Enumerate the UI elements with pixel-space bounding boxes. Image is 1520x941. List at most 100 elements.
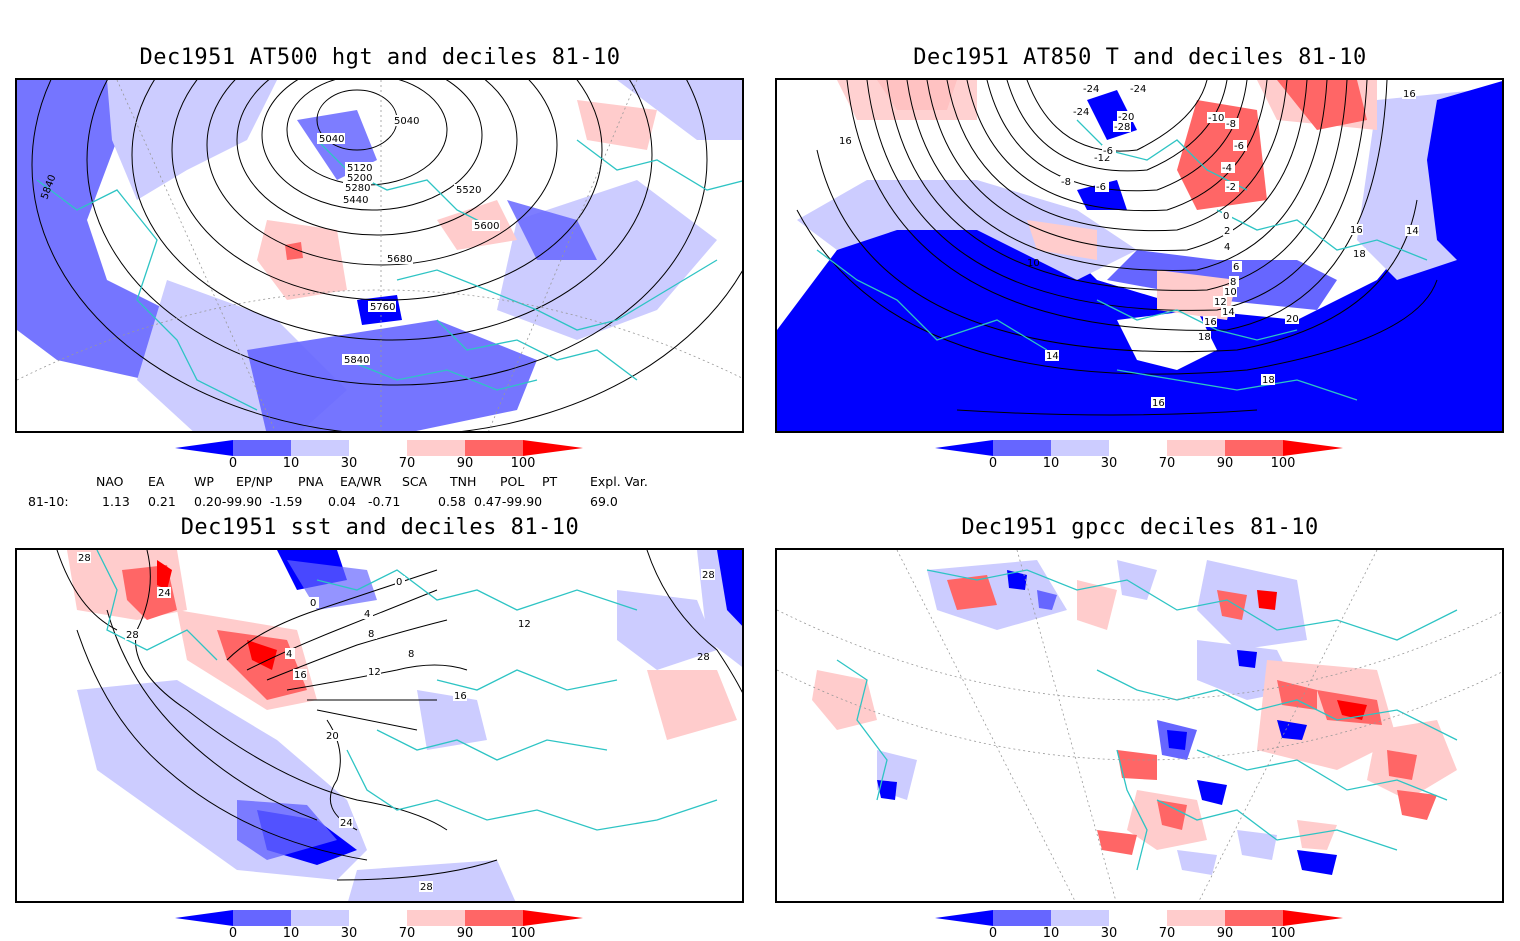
colorbar-tick: 10	[1042, 456, 1060, 471]
map-gpcc-svg	[777, 550, 1502, 901]
contour-label: 16	[454, 691, 467, 702]
colorbar-tick: 0	[988, 456, 998, 471]
index-header: PT	[542, 474, 558, 489]
contour-label: 6	[1233, 262, 1239, 273]
contour-label: 10	[1224, 287, 1237, 298]
colorbar-tick: 30	[340, 926, 358, 941]
contour-label: 5680	[387, 254, 412, 265]
colorbar-tick: 0	[988, 926, 998, 941]
index-header: PNA	[298, 474, 324, 489]
contour-label: 28	[697, 652, 710, 663]
contour-label: -6	[1096, 182, 1106, 193]
contour-label: -8	[1226, 119, 1236, 130]
index-value: -1.59	[270, 494, 303, 509]
map-hgt: 5040 5040 5120 5200 5280 5360 5440 5520 …	[15, 78, 744, 433]
panel-title-t850: Dec1951 AT850 T and deciles 81-10	[913, 45, 1367, 70]
colorbar-tick: 100	[1270, 456, 1296, 471]
contour-label: -2	[1226, 182, 1236, 193]
contour-label: 8	[408, 649, 414, 660]
contour-label: 24	[158, 588, 171, 599]
contour-label: 0	[396, 577, 402, 588]
colorbar-gpcc	[935, 910, 1343, 926]
contour-label: 18	[1262, 375, 1275, 386]
contour-label: 12	[368, 667, 381, 678]
index-value: 0.20-99.90	[194, 494, 263, 509]
index-row-label: 81-10:	[28, 494, 69, 509]
contour-label: -12	[1094, 153, 1110, 164]
map-t850: -24 -24 -24 -20 -28 -10 -8 -6 -4 -2 0 2 …	[775, 78, 1504, 433]
contour-label: -4	[1222, 163, 1232, 174]
colorbar-tick: 70	[398, 926, 416, 941]
contour-label: 5600	[474, 221, 499, 232]
contour-label: 5840	[344, 355, 369, 366]
contour-label: 14	[1406, 226, 1419, 237]
colorbar-tick: 70	[1158, 926, 1176, 941]
colorbar-tick: 0	[228, 926, 238, 941]
index-value: 1.13	[102, 494, 130, 509]
contour-label: -24	[1130, 84, 1146, 95]
contour-label: 8	[1230, 277, 1236, 288]
index-value: -0.71	[368, 494, 401, 509]
colorbar-tick: 10	[282, 926, 300, 941]
panel-title-hgt: Dec1951 AT500 hgt and deciles 81-10	[139, 45, 621, 70]
contour-label: 16	[294, 670, 307, 681]
colorbar-labels-hgt: 0 10 30 70 90 100	[175, 456, 595, 472]
contour-label: 4	[1224, 242, 1230, 253]
contour-label: 14	[1222, 307, 1235, 318]
colorbar-labels-gpcc: 0 10 30 70 90 100	[935, 926, 1355, 941]
index-value: 0.21	[148, 494, 176, 509]
contour-label: 28	[420, 882, 433, 893]
colorbar-t850	[935, 440, 1343, 456]
contour-label: 4	[364, 609, 370, 620]
contour-label: 5280	[345, 183, 370, 194]
map-sst-svg: 28 24 28 0 0 4 4 8 8 12 12 16 16 20 24 2…	[17, 550, 742, 901]
contour-label: 20	[1286, 314, 1299, 325]
contour-label: 5440	[343, 195, 368, 206]
map-sst: 28 24 28 0 0 4 4 8 8 12 12 16 16 20 24 2…	[15, 548, 744, 903]
contour-label: 12	[518, 619, 531, 630]
contour-label: 16	[839, 136, 852, 147]
colorbar-tick: 100	[510, 456, 536, 471]
colorbar-tick: 100	[1270, 926, 1296, 941]
index-header: SCA	[402, 474, 428, 489]
contour-label: -10	[1208, 113, 1224, 124]
contour-label: 18	[1353, 249, 1366, 260]
colorbar-tick: 30	[1100, 456, 1118, 471]
colorbar-tick: 90	[1216, 926, 1234, 941]
colorbar-tick: 90	[1216, 456, 1234, 471]
contour-label: 5040	[394, 116, 419, 127]
colorbar-tick: 70	[1158, 456, 1176, 471]
contour-label: -24	[1083, 84, 1099, 95]
colorbar-tick: 90	[456, 926, 474, 941]
colorbar-labels-sst: 0 10 30 70 90 100	[175, 926, 595, 941]
colorbar-tick: 0	[228, 456, 238, 471]
contour-label: 16	[1350, 225, 1363, 236]
index-header: EP/NP	[236, 474, 273, 489]
contour-label: 5120	[347, 163, 372, 174]
contour-label: 12	[1214, 297, 1227, 308]
index-header: TNH	[450, 474, 477, 489]
contour-label: 18	[1198, 332, 1211, 343]
colorbar-labels-t850: 0 10 30 70 90 100	[935, 456, 1355, 472]
contour-label: 16	[1204, 317, 1217, 328]
index-value: 0.04	[328, 494, 356, 509]
contour-label: 14	[1046, 351, 1059, 362]
index-value: 0.47-99.90	[474, 494, 543, 509]
colorbar-tick: 100	[510, 926, 536, 941]
contour-label: 28	[702, 570, 715, 581]
contour-label: 5760	[370, 302, 395, 313]
contour-label: 16	[1152, 398, 1165, 409]
panel-title-gpcc: Dec1951 gpcc deciles 81-10	[961, 515, 1319, 540]
colorbar-tick: 90	[456, 456, 474, 471]
contour-label: 28	[126, 630, 139, 641]
colorbar-sst	[175, 910, 583, 926]
index-header: Expl. Var.	[590, 474, 648, 489]
contour-label: 20	[326, 731, 339, 742]
contour-label: 5520	[456, 185, 481, 196]
map-gpcc	[775, 548, 1504, 903]
colorbar-tick: 30	[340, 456, 358, 471]
index-value: 69.0	[590, 494, 618, 509]
contour-label: 8	[368, 629, 374, 640]
panel-title-sst: Dec1951 sst and deciles 81-10	[180, 515, 580, 540]
contour-label: 28	[78, 553, 91, 564]
